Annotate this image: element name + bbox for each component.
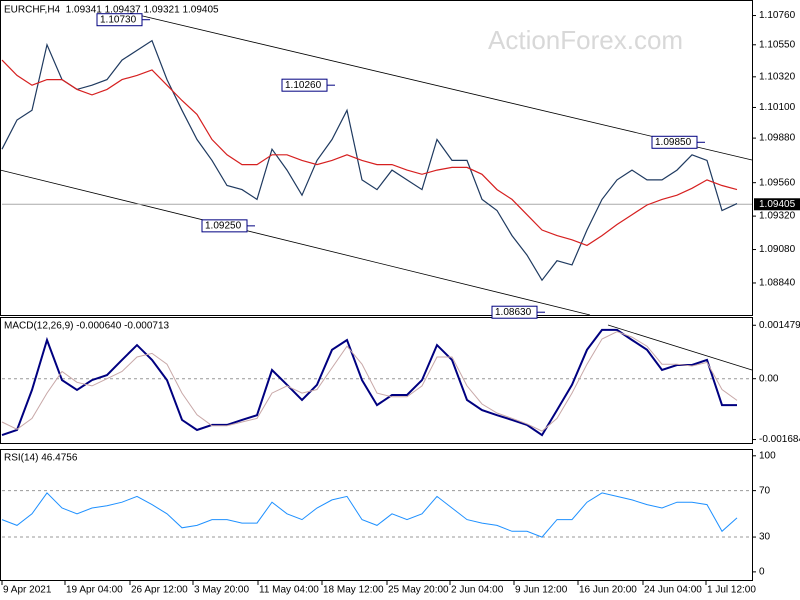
x-tick-label: 3 May 20:00	[194, 585, 249, 596]
x-tick-label: 24 Jun 04:00	[644, 585, 702, 596]
annotation-box	[201, 219, 248, 233]
macd-title: MACD(12,26,9) -0.000640 -0.000713	[4, 321, 170, 332]
x-tick-label: 2 Jun 04:00	[451, 585, 504, 596]
price-title: EURCHF,H4 1.09341 1.09437 1.09321 1.0940…	[4, 5, 219, 16]
y-tick-label: 1.09080	[759, 244, 796, 255]
annotation-label: 1.08630	[495, 307, 532, 318]
y-tick-label: 1.10320	[759, 71, 796, 82]
annotation-box	[281, 78, 328, 92]
annotation-label: 1.09250	[205, 220, 242, 231]
channel-upper	[129, 12, 753, 161]
y-tick-label: 0.001479	[759, 320, 800, 331]
rsi-title: RSI(14) 46.4756	[4, 453, 78, 464]
series-line	[1, 492, 738, 538]
series-line	[1, 331, 738, 432]
price-panel	[0, 0, 753, 316]
annotation-box	[96, 13, 143, 27]
annotation-label: 1.09850	[655, 137, 692, 148]
y-tick-label: 1.10550	[759, 39, 796, 50]
last-price-box	[754, 198, 800, 211]
x-tick-label: 25 May 20:00	[388, 585, 449, 596]
y-tick-label: 100	[759, 450, 776, 461]
y-tick-label: -0.001684	[759, 434, 800, 445]
series-line	[1, 328, 737, 437]
y-tick-label: 1.10760	[759, 10, 796, 21]
annotation-box	[651, 135, 698, 149]
rsi-panel	[0, 449, 753, 581]
x-tick-label: 26 Apr 12:00	[131, 585, 188, 596]
y-tick-label: 0	[759, 567, 765, 578]
y-tick-label: 0.00	[759, 373, 779, 384]
y-tick-label: 70	[759, 485, 771, 496]
macd-trendline	[607, 324, 753, 371]
x-tick-label: 11 May 04:00	[259, 585, 319, 596]
x-tick-label: 19 Apr 04:00	[66, 585, 123, 596]
x-tick-label: 9 Apr 2021	[3, 585, 52, 596]
x-tick-label: 9 Jun 12:00	[515, 585, 568, 596]
y-tick-label: 1.08840	[759, 278, 796, 289]
y-tick-label: 30	[759, 532, 771, 543]
annotation-label: 1.10730	[100, 14, 137, 25]
watermark: ActionForex.com	[488, 25, 683, 55]
x-tick-label: 1 Jul 12:00	[707, 585, 756, 596]
x-tick-label: 16 Jun 20:00	[579, 585, 637, 596]
macd-panel	[0, 317, 753, 444]
y-tick-label: 1.10100	[759, 102, 796, 113]
x-tick-label: 18 May 12:00	[323, 585, 384, 596]
annotation-label: 1.10260	[285, 80, 322, 91]
y-tick-label: 1.09320	[759, 211, 796, 222]
y-tick-label: 1.09880	[759, 133, 796, 144]
y-tick-label: 1.09560	[759, 177, 796, 188]
last-price-label: 1.09405	[759, 199, 796, 210]
annotation-box	[491, 305, 538, 319]
series-line	[1, 59, 738, 247]
series-line	[1, 39, 738, 282]
channel-lower	[0, 169, 591, 316]
